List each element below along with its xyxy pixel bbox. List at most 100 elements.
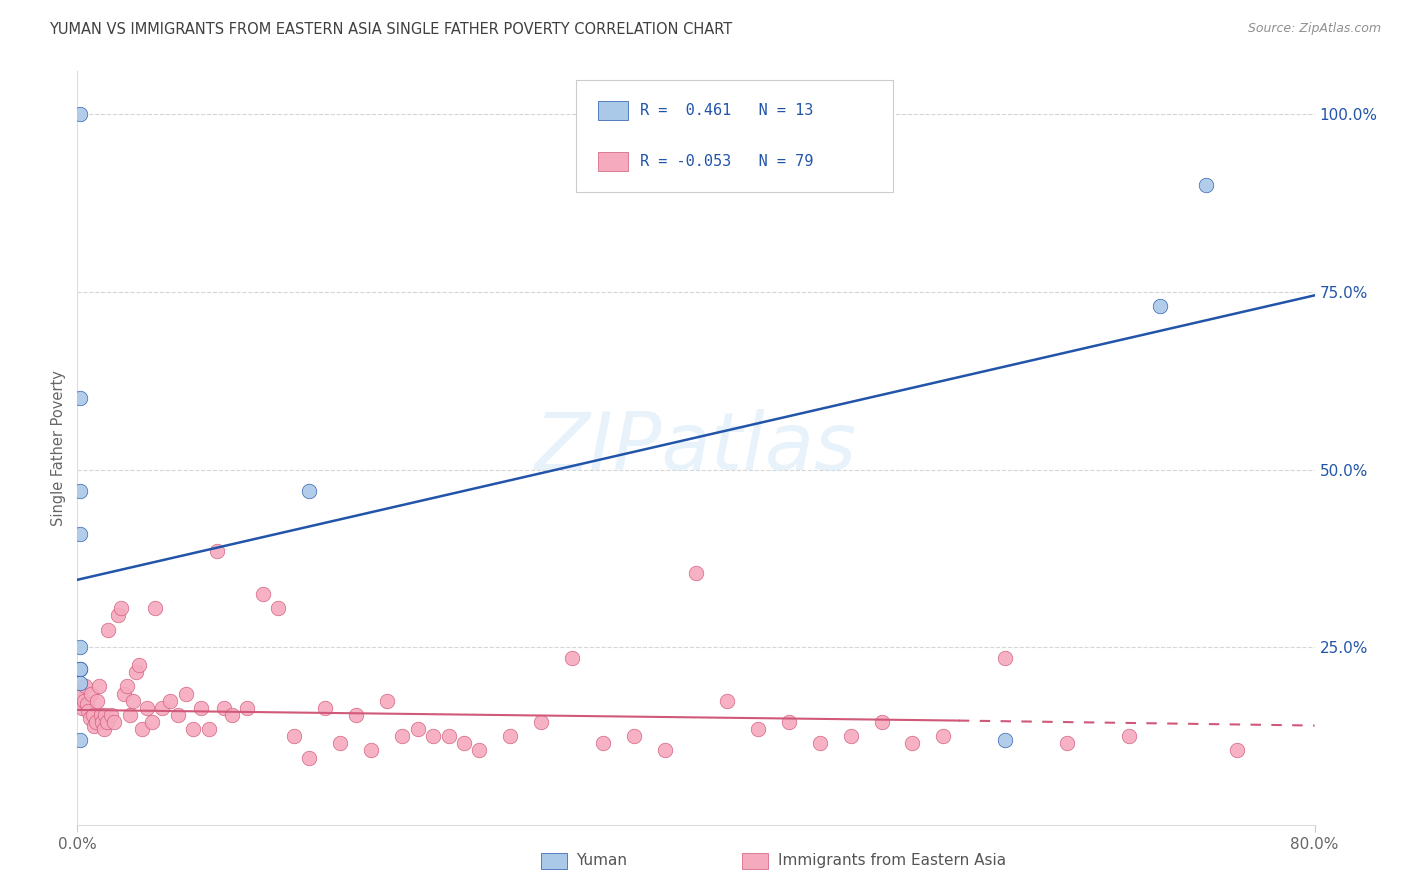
Point — [685, 566, 707, 580]
Point — [107, 608, 129, 623]
Text: Yuman: Yuman — [576, 854, 627, 868]
Point — [70, 700, 93, 714]
Point — [198, 722, 221, 736]
Point — [69, 107, 91, 121]
Point — [901, 736, 924, 750]
Text: R = -0.053   N = 79: R = -0.053 N = 79 — [640, 154, 813, 169]
Point — [391, 729, 413, 743]
Point — [1195, 178, 1218, 193]
Point — [283, 729, 305, 743]
Point — [870, 714, 893, 729]
Point — [83, 718, 105, 732]
Point — [298, 483, 321, 498]
Point — [375, 693, 398, 707]
Point — [778, 714, 800, 729]
Point — [84, 714, 107, 729]
Point — [159, 693, 181, 707]
Point — [77, 704, 100, 718]
Point — [69, 662, 91, 676]
Point — [716, 693, 738, 707]
Point — [530, 714, 553, 729]
Point — [90, 707, 111, 722]
Point — [592, 736, 614, 750]
Point — [91, 714, 114, 729]
Point — [252, 587, 274, 601]
Point — [167, 707, 190, 722]
Point — [125, 665, 148, 680]
Point — [1118, 729, 1140, 743]
Point — [86, 693, 108, 707]
Text: YUMAN VS IMMIGRANTS FROM EASTERN ASIA SINGLE FATHER POVERTY CORRELATION CHART: YUMAN VS IMMIGRANTS FROM EASTERN ASIA SI… — [49, 22, 733, 37]
Point — [344, 707, 367, 722]
Point — [314, 700, 336, 714]
Point — [422, 729, 444, 743]
Point — [97, 623, 120, 637]
Point — [103, 714, 125, 729]
Point — [205, 544, 228, 558]
Point — [1149, 299, 1171, 313]
Point — [118, 707, 141, 722]
Point — [69, 687, 91, 701]
Point — [221, 707, 243, 722]
Point — [69, 483, 91, 498]
Point — [69, 732, 91, 747]
Point — [808, 736, 831, 750]
Point — [561, 651, 583, 665]
Point — [110, 601, 132, 615]
Point — [360, 743, 382, 757]
Point — [994, 651, 1017, 665]
Text: Immigrants from Eastern Asia: Immigrants from Eastern Asia — [778, 854, 1005, 868]
Point — [82, 707, 104, 722]
Point — [468, 743, 491, 757]
Point — [453, 736, 475, 750]
Point — [69, 392, 91, 406]
Point — [839, 729, 862, 743]
Point — [122, 693, 145, 707]
Point — [298, 750, 321, 764]
Point — [136, 700, 159, 714]
Point — [79, 711, 101, 725]
Point — [69, 526, 91, 541]
Point — [69, 640, 91, 655]
Point — [932, 729, 955, 743]
Point — [174, 687, 197, 701]
Point — [93, 722, 115, 736]
Point — [143, 601, 166, 615]
Point — [112, 687, 135, 701]
Point — [1056, 736, 1078, 750]
Point — [72, 693, 94, 707]
Point — [69, 662, 91, 676]
Point — [69, 693, 91, 707]
Point — [115, 680, 138, 694]
Point — [747, 722, 769, 736]
Point — [190, 700, 212, 714]
Point — [437, 729, 460, 743]
Point — [406, 722, 429, 736]
Point — [499, 729, 522, 743]
Point — [994, 732, 1017, 747]
Text: R =  0.461   N = 13: R = 0.461 N = 13 — [640, 103, 813, 118]
Point — [623, 729, 645, 743]
Point — [100, 707, 122, 722]
Point — [654, 743, 676, 757]
Point — [329, 736, 352, 750]
Point — [87, 680, 110, 694]
Point — [236, 700, 259, 714]
Point — [183, 722, 205, 736]
Point — [80, 687, 103, 701]
Point — [267, 601, 290, 615]
Y-axis label: Single Father Poverty: Single Father Poverty — [51, 370, 66, 526]
Point — [141, 714, 163, 729]
Point — [1226, 743, 1249, 757]
Point — [131, 722, 153, 736]
Text: Source: ZipAtlas.com: Source: ZipAtlas.com — [1247, 22, 1381, 36]
Point — [152, 700, 174, 714]
Point — [94, 707, 117, 722]
Point — [128, 658, 150, 673]
Text: ZIPatlas: ZIPatlas — [534, 409, 858, 487]
Point — [75, 680, 96, 694]
Point — [214, 700, 236, 714]
Point — [96, 714, 118, 729]
Point — [76, 697, 98, 711]
Point — [69, 676, 91, 690]
